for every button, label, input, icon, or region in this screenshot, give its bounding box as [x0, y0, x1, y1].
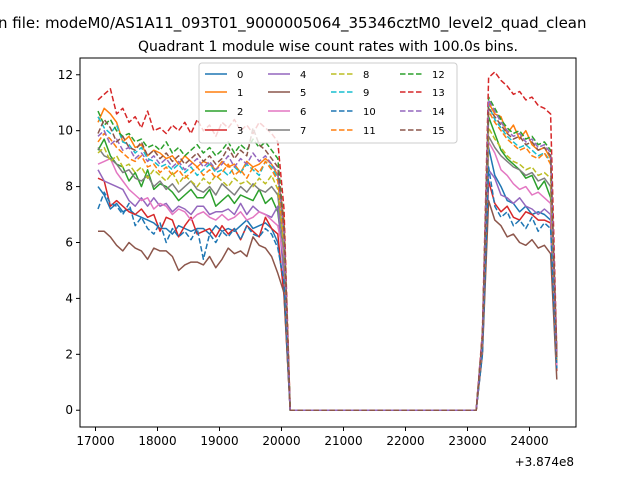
legend-label-12: 12 [432, 70, 445, 81]
legend-label-11: 11 [363, 126, 376, 137]
legend-label-0: 0 [237, 70, 243, 81]
y-tick-label: 6 [65, 236, 73, 250]
chart-title: Quadrant 1 module wise count rates with … [138, 39, 518, 55]
x-tick-label: 18000 [138, 434, 176, 448]
y-tick-label: 12 [58, 68, 73, 82]
x-tick-label: 19000 [200, 434, 238, 448]
series-layer [97, 71, 558, 411]
x-tick-label: 17000 [76, 434, 114, 448]
legend-label-10: 10 [363, 107, 376, 118]
series-line-9 [97, 104, 558, 411]
legend-label-9: 9 [363, 88, 369, 99]
y-tick-label: 10 [58, 124, 73, 138]
series-line-12 [97, 96, 558, 411]
x-tick-label: 21000 [324, 434, 362, 448]
plot-area: 17000 18000 19000 20000 21000 22000 23000 24000… [58, 57, 577, 469]
legend-label-13: 13 [432, 88, 445, 99]
series-line-4 [97, 169, 558, 411]
legend-label-8: 8 [363, 70, 369, 81]
legend-label-7: 7 [300, 126, 306, 137]
legend-label-14: 14 [432, 107, 445, 118]
x-tick-label: 24000 [510, 434, 548, 448]
series-line-3 [97, 177, 558, 411]
legend-label-3: 3 [237, 126, 243, 137]
legend-label-6: 6 [300, 107, 306, 118]
series-line-10 [97, 166, 558, 411]
x-tick-label: 23000 [448, 434, 486, 448]
series-line-7 [97, 135, 558, 411]
legend-label-1: 1 [237, 88, 243, 99]
figure-suptitle: n file: modeM0/AS1A11_093T01_9000005064_… [0, 14, 587, 33]
y-axis: 0 2 4 6 8 10 12 [58, 68, 80, 417]
x-tick-label: 20000 [262, 434, 300, 448]
x-offset-label: +3.874e8 [515, 455, 574, 469]
y-tick-label: 4 [65, 291, 73, 305]
y-tick-label: 2 [65, 347, 73, 361]
legend-label-15: 15 [432, 126, 445, 137]
series-line-8 [97, 127, 558, 411]
y-tick-label: 8 [65, 180, 73, 194]
series-line-6 [97, 141, 558, 411]
legend-label-4: 4 [300, 70, 306, 81]
x-axis: 17000 18000 19000 20000 21000 22000 23000 24000 [76, 427, 549, 448]
legend-box [198, 62, 458, 144]
legend-label-5: 5 [300, 88, 306, 99]
series-line-0 [97, 146, 558, 411]
y-tick-label: 0 [65, 403, 73, 417]
series-line-11 [97, 110, 558, 411]
series-line-5 [98, 199, 558, 411]
x-tick-label: 22000 [386, 434, 424, 448]
legend-label-2: 2 [237, 107, 243, 118]
series-line-15 [97, 107, 558, 411]
